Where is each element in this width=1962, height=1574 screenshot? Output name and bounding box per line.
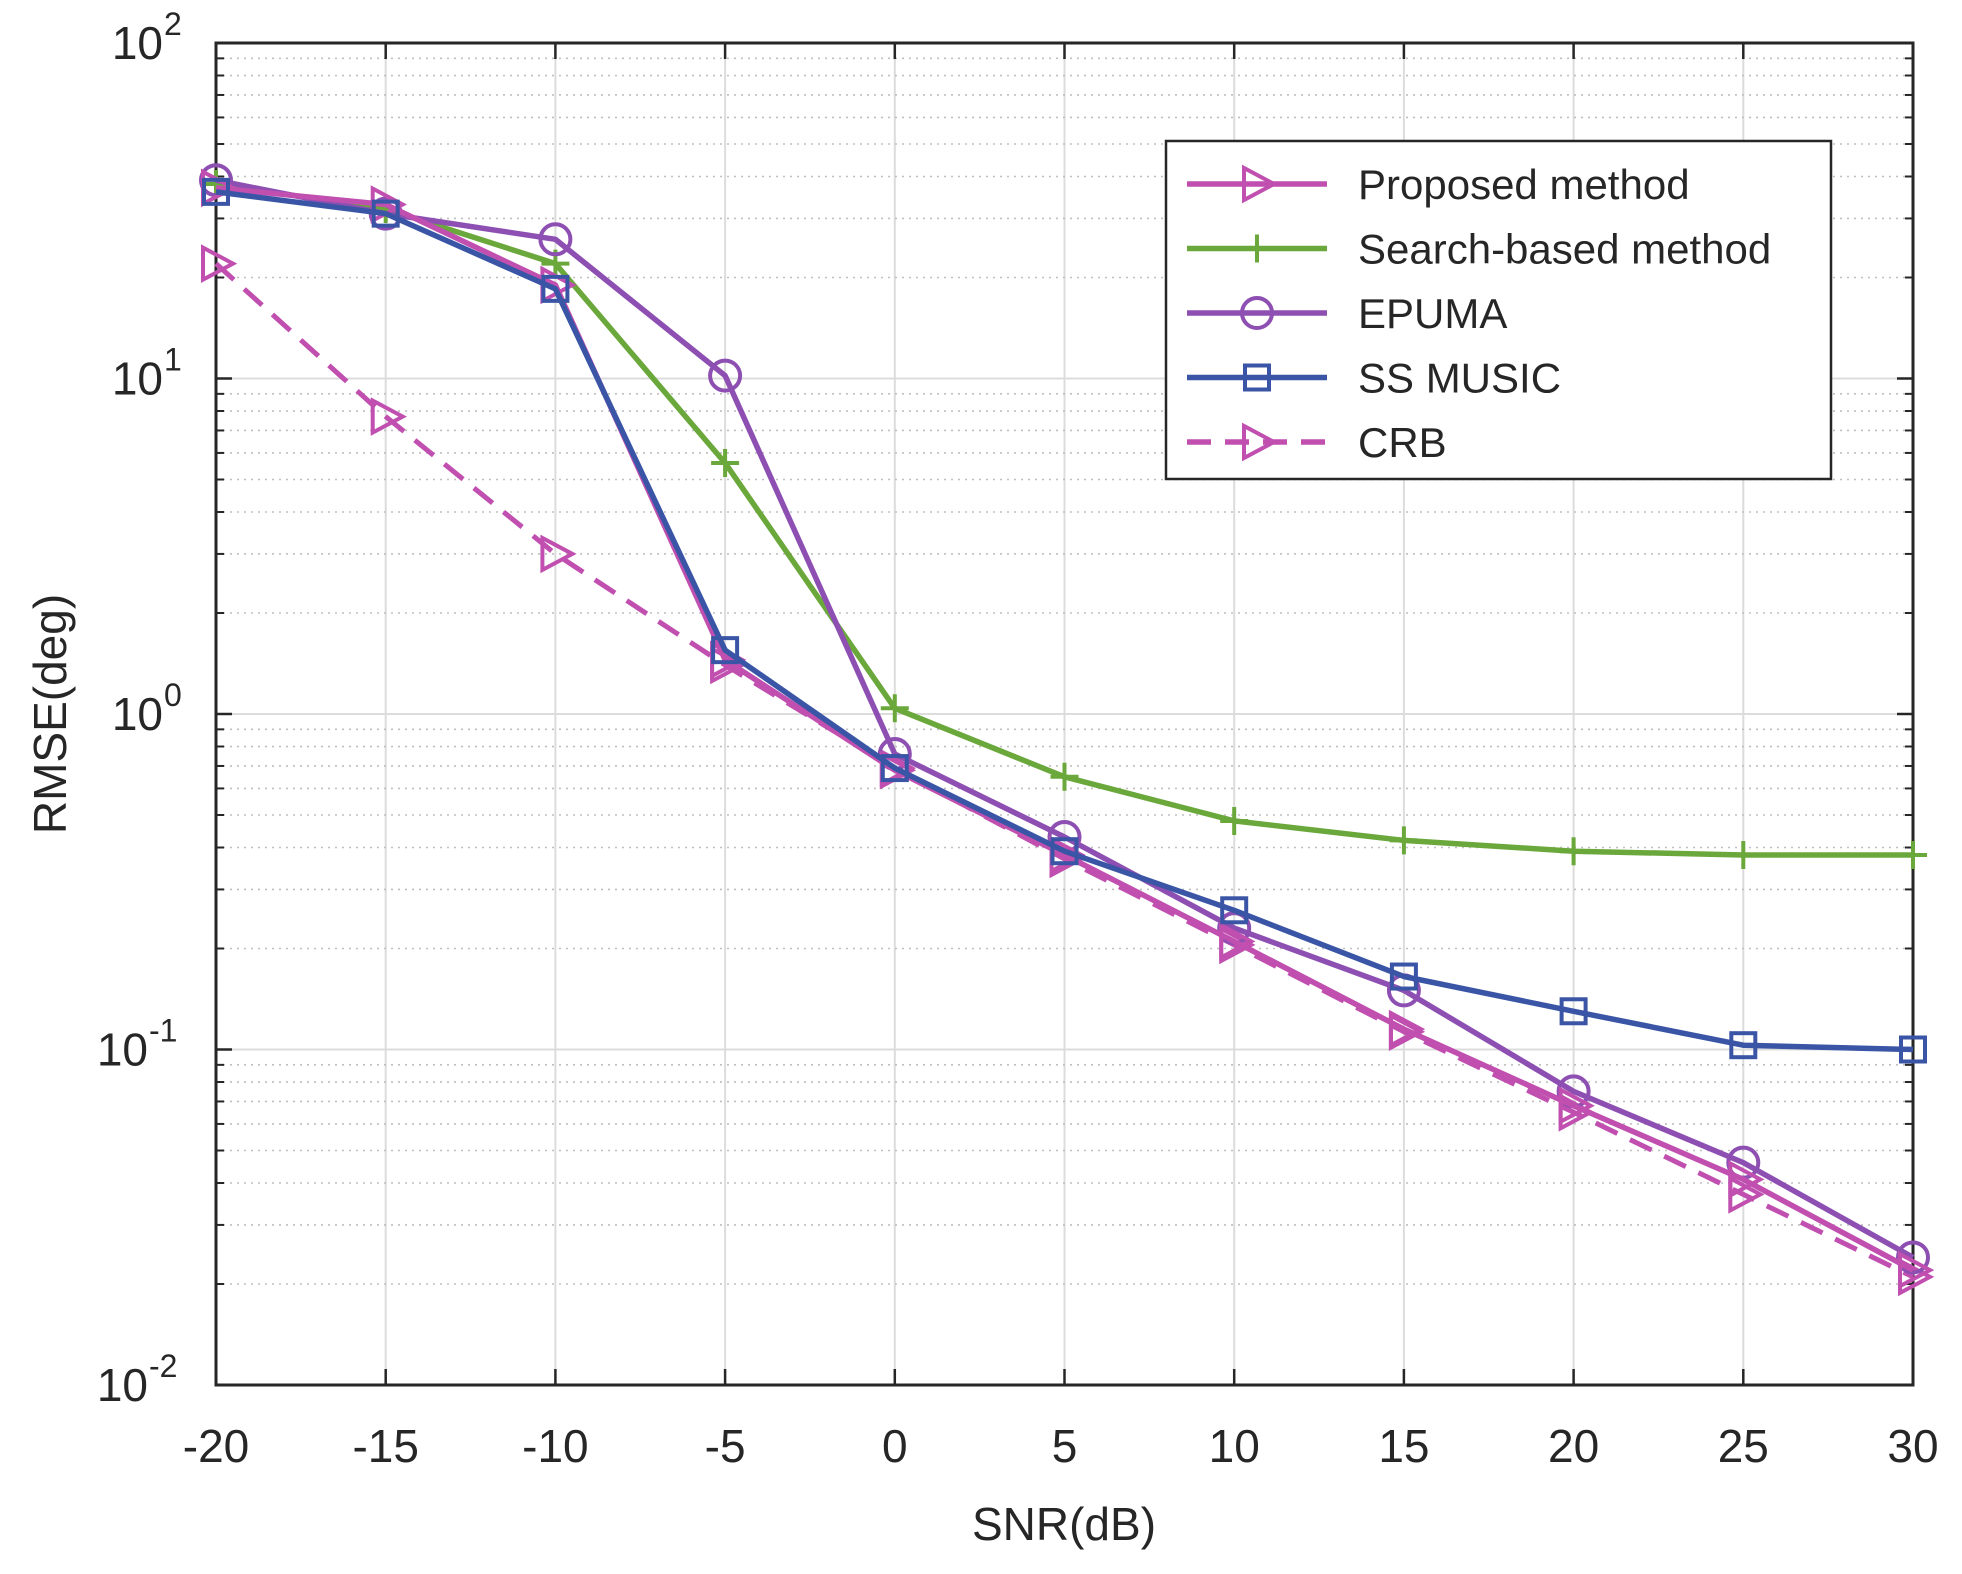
y-tick-base: 10 [97,1359,148,1411]
series-line [214,261,1915,1280]
x-tick-label: 25 [1718,1420,1769,1472]
data-point [880,694,909,723]
x-axis-label: SNR(dB) [972,1498,1156,1550]
data-point [202,177,230,206]
data-point [540,534,577,574]
y-tick-label: 10 -1 [97,1013,178,1076]
legend-label: Proposed method [1358,161,1690,208]
legend-label: CRB [1358,419,1447,466]
y-tick-exponent: 2 [164,6,182,42]
legend-marker [1240,296,1274,330]
y-tick-base: 10 [112,688,163,740]
legend-marker [1243,363,1271,392]
legend-label: EPUMA [1358,290,1507,337]
y-tick-base: 10 [112,353,163,405]
x-tick-label: 30 [1887,1420,1938,1472]
legend-label: SS MUSIC [1358,355,1561,402]
data-point [371,199,400,228]
x-tick-label: 20 [1548,1420,1599,1472]
data-point [1729,840,1758,869]
y-tick-label: 10 0 [112,677,182,740]
x-tick-label: 10 [1209,1420,1260,1472]
y-tick-label: 10 2 [112,6,182,69]
x-tick-label: 5 [1052,1420,1078,1472]
x-tick-label: 15 [1378,1420,1429,1472]
data-point [1898,1250,1935,1290]
legend-box [1164,139,1833,481]
axes [214,41,1915,1387]
series-line [215,185,1915,1273]
data-point [1050,762,1079,791]
x-tick-label: -5 [705,1420,746,1472]
legend-item: EPUMA [1187,290,1507,337]
legend-item: Proposed method [1187,161,1690,208]
data-point [880,754,909,783]
data-point [1388,1009,1426,1049]
data-point [1220,896,1249,925]
data-point [1219,922,1256,961]
data-point [370,397,407,436]
x-tick-label: -20 [183,1420,249,1472]
series-layer [199,163,1935,1297]
data-point [1729,1031,1758,1060]
y-tick-exponent: 0 [164,677,182,713]
data-point [1050,837,1079,866]
x-tick-label: -10 [522,1420,588,1472]
data-point [1220,806,1249,835]
data-point [1728,1160,1765,1199]
data-point [1899,840,1927,869]
data-point [1559,997,1588,1026]
legend-marker [1243,234,1271,263]
y-tick-label: 10 1 [112,342,182,405]
data-point [711,448,740,477]
data-point [541,274,570,303]
x-tick-label: 0 [882,1420,908,1472]
legend-item: CRB [1187,419,1447,466]
y-tick-exponent: -2 [149,1348,177,1384]
legend-item: SS MUSIC [1187,355,1561,402]
data-point [1389,962,1418,991]
legend-item: Search-based method [1187,226,1771,273]
data-point [1558,1086,1595,1126]
data-point [538,222,573,257]
data-point [201,244,238,283]
series-line [215,189,1914,1053]
data-point [1559,837,1588,866]
y-axis-label: RMSE(deg) [24,594,76,834]
legend-label: Search-based method [1358,226,1771,273]
y-tick-label: 10 -2 [97,1348,178,1411]
series-ss-music [202,177,1927,1064]
data-point [711,636,740,665]
data-point [708,358,743,393]
x-tick-label: -15 [352,1420,418,1472]
data-point [1389,826,1418,855]
y-tick-exponent: 1 [164,342,182,378]
y-tick-base: 10 [112,17,163,69]
data-point [1899,1035,1927,1064]
legend-marker [1242,422,1279,462]
y-tick-base: 10 [97,1024,148,1076]
y-tick-exponent: -1 [149,1013,177,1049]
series-line [215,177,1915,1260]
x-tick-labels: -20 -15 -10 -5 0 5 10 15 20 25 30 [183,1420,1939,1472]
legend-marker [1242,164,1279,204]
legend: Proposed method Search-based method EPUMA S… [1164,139,1833,481]
